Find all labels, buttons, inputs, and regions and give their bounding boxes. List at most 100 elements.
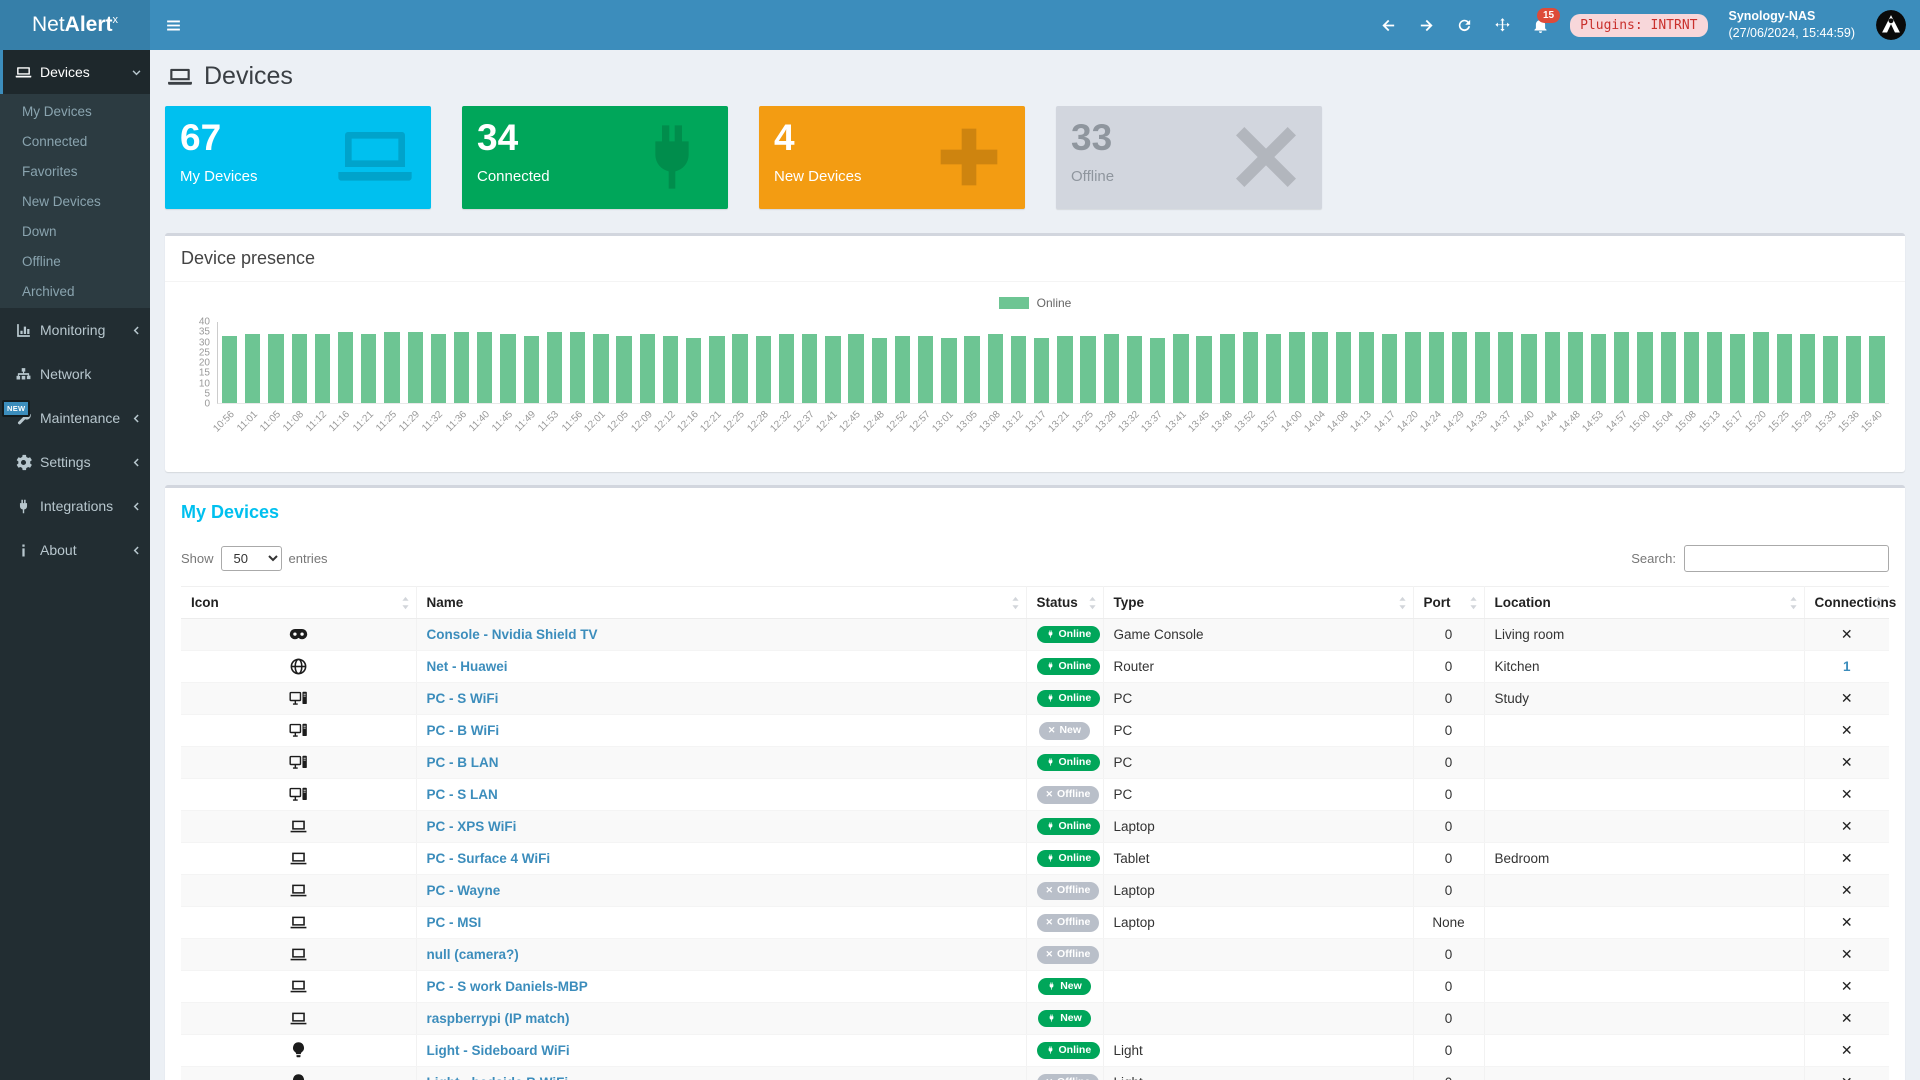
sidebar-subitem-connected[interactable]: Connected [22,133,88,149]
device-name-link[interactable]: null (camera?) [426,947,519,962]
move-button[interactable] [1494,17,1511,34]
sidebar-item-monitoring[interactable]: Monitoring [0,308,150,352]
presence-chart: 40 35 30 25 20 15 10 5 0 10:56 11:01 11:05 11:08 11:… [181,317,1889,458]
user-avatar[interactable] [1876,10,1906,40]
no-connections-x-icon[interactable]: ✕ [1840,818,1853,834]
device-name-link[interactable]: PC - S WiFi [426,691,499,706]
notifications-button[interactable]: 15 [1532,7,1561,34]
device-name-link[interactable]: PC - XPS WiFi [426,819,517,834]
table-row: PC - MSI ✕ Offline Laptop None ✕ [181,906,1889,939]
summary-card-new-devices[interactable]: 4 New Devices [759,106,1025,209]
no-connections-x-icon[interactable]: ✕ [1840,914,1853,930]
status-badge: ✕Offline [1036,1074,1100,1080]
device-type: Tablet [1102,842,1413,875]
device-name-link[interactable]: PC - MSI [426,915,482,930]
column-header-location[interactable]: Location [1483,586,1804,619]
device-location: Living room [1483,618,1804,651]
device-port: 0 [1412,650,1484,683]
summary-card-my-devices[interactable]: 67 My Devices [165,106,431,209]
connections-count-link[interactable]: 1 [1842,659,1851,674]
summary-card-connected[interactable]: 34 Connected [462,106,728,209]
plugins-status-badge[interactable]: Plugins: INTRNT [1570,13,1708,37]
chart-legend[interactable]: Online [181,296,1889,310]
search-input[interactable] [1684,545,1889,572]
presence-bar [825,336,841,403]
presence-bar [1544,332,1560,403]
page-length-select[interactable]: 50 [220,546,282,571]
no-connections-x-icon[interactable]: ✕ [1840,754,1853,770]
refresh-button[interactable] [1456,17,1473,34]
laptop-icon [335,117,415,197]
sidebar-subitem-my-devices[interactable]: My Devices [22,103,92,119]
sidebar-item-maintenance[interactable]: NEW Maintenance [0,396,150,440]
device-type: PC [1102,682,1413,715]
sidebar-item-devices[interactable]: Devices [0,50,150,94]
status-badge: Online [1036,817,1101,836]
sidebar-subitem-favorites[interactable]: Favorites [22,163,78,179]
sidebar-subitem-down[interactable]: Down [22,223,57,239]
laptop-outline-icon [289,817,308,836]
presence-bar [1474,332,1491,403]
presence-bar [941,338,957,403]
column-header-type[interactable]: Type [1102,586,1413,619]
device-name-link[interactable]: raspberrypi (IP match) [426,1011,570,1026]
back-button[interactable] [1380,17,1397,34]
no-connections-x-icon[interactable]: ✕ [1841,1074,1853,1080]
device-name-link[interactable]: PC - Surface 4 WiFi [426,851,551,866]
column-header-name[interactable]: Name [415,586,1026,619]
device-name-link[interactable]: PC - S LAN [426,787,498,802]
forward-button[interactable] [1418,17,1435,34]
presence-bar [1730,334,1746,403]
no-connections-x-icon[interactable]: ✕ [1840,722,1853,738]
sidebar-subitem-offline[interactable]: Offline [22,253,61,269]
app-logo[interactable]: Net Alert x [0,0,150,50]
sidebar-subitem-archived[interactable]: Archived [22,283,75,299]
sidebar-item-network[interactable]: Network [0,352,150,396]
sidebar-item-settings[interactable]: Settings [0,440,150,484]
no-connections-x-icon[interactable]: ✕ [1840,850,1853,866]
presence-bar [1126,336,1143,403]
no-connections-x-icon[interactable]: ✕ [1840,690,1853,706]
summary-card-offline[interactable]: 33 Offline [1056,106,1322,209]
status-text: Offline [1057,1077,1090,1080]
status-badge: Online [1036,849,1101,868]
sidebar-item-about[interactable]: About [0,528,150,572]
device-name-link[interactable]: Light - bedside B WiFi [427,1075,569,1080]
sidebar-item-integrations[interactable]: Integrations [0,484,150,528]
table-row: Net - Huawei Online Router 0 Kitchen 1 [181,650,1889,683]
status-text: Online [1058,691,1092,704]
gamepad-icon [289,625,308,644]
hamburger-icon [165,17,182,34]
status-badge: ✕Offline [1036,786,1100,804]
no-connections-x-icon[interactable]: ✕ [1840,626,1853,642]
presence-bar [407,332,423,403]
presence-bar [1103,334,1119,403]
no-connections-x-icon[interactable]: ✕ [1840,786,1853,802]
sort-icon [401,595,410,610]
column-header-connections[interactable]: Connections [1803,586,1896,619]
status-text: Online [1058,627,1092,640]
device-name-link[interactable]: PC - B LAN [426,755,499,770]
column-header-status[interactable]: Status [1025,586,1103,619]
sidebar-toggle-button[interactable] [150,0,196,50]
device-name-link[interactable]: Console - Nvidia Shield TV [426,627,598,642]
no-connections-x-icon[interactable]: ✕ [1840,978,1853,994]
server-name: Synology-NAS [1728,9,1816,24]
device-name-link[interactable]: Net - Huawei [426,659,508,674]
wrench-icon [15,410,32,427]
no-connections-x-icon[interactable]: ✕ [1840,946,1853,962]
column-header-port[interactable]: Port [1412,586,1484,619]
device-name-link[interactable]: PC - B WiFi [426,723,500,738]
device-name-link[interactable]: Light - Sideboard WiFi [426,1043,570,1058]
device-type: Laptop [1102,810,1413,843]
no-connections-x-icon[interactable]: ✕ [1840,882,1853,898]
device-name-link[interactable]: PC - Wayne [426,883,501,898]
desktop-icon [289,753,308,772]
no-connections-x-icon[interactable]: ✕ [1840,1042,1853,1058]
page-length-control: Show 50 entries [181,546,328,571]
no-connections-x-icon[interactable]: ✕ [1840,1010,1853,1026]
presence-bar [1010,336,1027,403]
column-header-icon[interactable]: Icon [181,586,416,619]
device-name-link[interactable]: PC - S work Daniels-MBP [426,979,588,994]
sidebar-subitem-new-devices[interactable]: New Devices [22,193,101,209]
